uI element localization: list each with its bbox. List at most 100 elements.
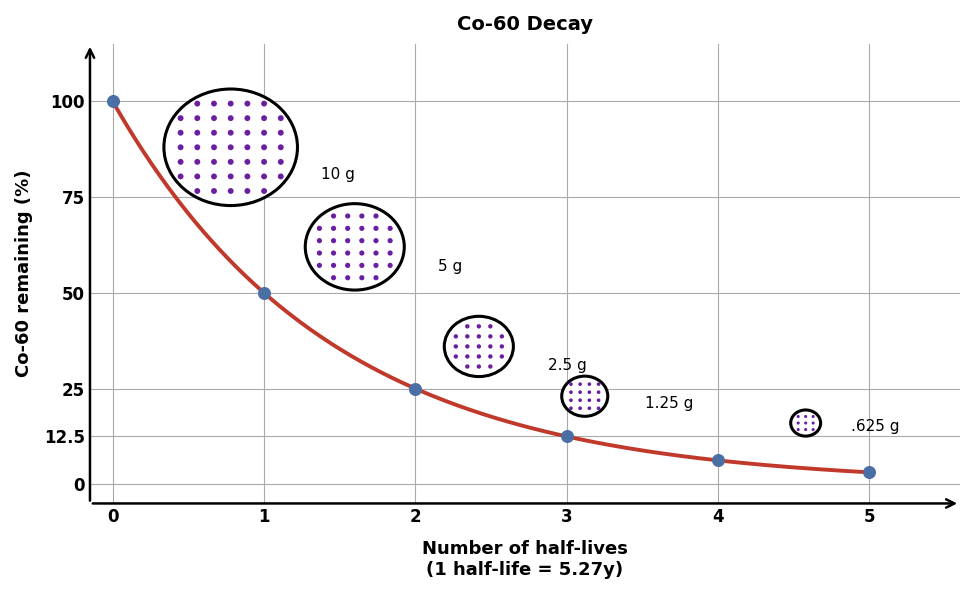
- Point: [369, 248, 384, 258]
- Point: [223, 187, 239, 196]
- Point: [408, 384, 423, 393]
- Point: [326, 236, 341, 245]
- Point: [105, 97, 121, 106]
- Point: [471, 352, 487, 361]
- Point: [340, 248, 356, 258]
- Point: [206, 99, 221, 108]
- Y-axis label: Co-60 remaining (%): Co-60 remaining (%): [15, 170, 33, 377]
- Point: [591, 403, 606, 413]
- Point: [369, 261, 384, 270]
- Text: 5 g: 5 g: [438, 258, 462, 273]
- Point: [591, 387, 606, 397]
- Point: [206, 143, 221, 152]
- Point: [312, 248, 328, 258]
- Point: [273, 143, 289, 152]
- Point: [382, 236, 398, 245]
- Point: [369, 211, 384, 221]
- Point: [206, 128, 221, 137]
- Point: [173, 113, 188, 123]
- Point: [471, 331, 487, 341]
- Point: [240, 157, 255, 166]
- Text: 10 g: 10 g: [322, 166, 355, 182]
- Ellipse shape: [791, 410, 821, 436]
- Point: [256, 99, 272, 108]
- Point: [354, 223, 370, 233]
- Point: [340, 273, 356, 283]
- Title: Co-60 Decay: Co-60 Decay: [457, 15, 593, 34]
- Point: [240, 113, 255, 123]
- Point: [805, 425, 821, 434]
- Point: [459, 342, 475, 351]
- Point: [471, 321, 487, 331]
- Point: [312, 236, 328, 245]
- Point: [223, 99, 239, 108]
- Point: [240, 99, 255, 108]
- Point: [354, 273, 370, 283]
- Point: [189, 172, 205, 181]
- Point: [354, 248, 370, 258]
- Point: [189, 128, 205, 137]
- Point: [459, 352, 475, 361]
- Point: [572, 396, 588, 405]
- Point: [483, 331, 498, 341]
- Point: [189, 143, 205, 152]
- Text: 1.25 g: 1.25 g: [645, 396, 693, 412]
- Point: [273, 157, 289, 166]
- Point: [559, 432, 574, 441]
- Point: [173, 128, 188, 137]
- Point: [798, 412, 813, 421]
- Point: [459, 362, 475, 371]
- Point: [471, 362, 487, 371]
- Text: .625 g: .625 g: [851, 419, 900, 434]
- Point: [369, 236, 384, 245]
- Point: [564, 380, 579, 389]
- Point: [173, 143, 188, 152]
- Point: [354, 236, 370, 245]
- Point: [326, 273, 341, 283]
- Ellipse shape: [164, 89, 297, 206]
- Point: [369, 223, 384, 233]
- Point: [312, 261, 328, 270]
- Point: [459, 331, 475, 341]
- Point: [240, 143, 255, 152]
- Point: [240, 172, 255, 181]
- Point: [326, 223, 341, 233]
- Point: [223, 157, 239, 166]
- Point: [591, 396, 606, 405]
- Point: [791, 425, 806, 434]
- Point: [256, 288, 272, 298]
- Point: [581, 387, 597, 397]
- Point: [798, 425, 813, 434]
- Point: [206, 113, 221, 123]
- Point: [206, 187, 221, 196]
- Point: [256, 157, 272, 166]
- Point: [572, 380, 588, 389]
- Point: [581, 396, 597, 405]
- Point: [312, 223, 328, 233]
- Point: [223, 143, 239, 152]
- Point: [240, 187, 255, 196]
- Point: [791, 412, 806, 421]
- Point: [581, 403, 597, 413]
- Point: [483, 342, 498, 351]
- Point: [564, 403, 579, 413]
- Point: [189, 99, 205, 108]
- Point: [798, 418, 813, 428]
- Point: [256, 172, 272, 181]
- Point: [564, 387, 579, 397]
- Point: [471, 342, 487, 351]
- Ellipse shape: [445, 316, 514, 377]
- Point: [189, 157, 205, 166]
- Point: [340, 211, 356, 221]
- Point: [354, 211, 370, 221]
- Point: [382, 261, 398, 270]
- Point: [256, 113, 272, 123]
- Point: [273, 113, 289, 123]
- Point: [223, 113, 239, 123]
- Text: 2.5 g: 2.5 g: [549, 358, 587, 373]
- Point: [173, 157, 188, 166]
- Point: [240, 128, 255, 137]
- Point: [273, 128, 289, 137]
- Point: [494, 342, 510, 351]
- Point: [256, 143, 272, 152]
